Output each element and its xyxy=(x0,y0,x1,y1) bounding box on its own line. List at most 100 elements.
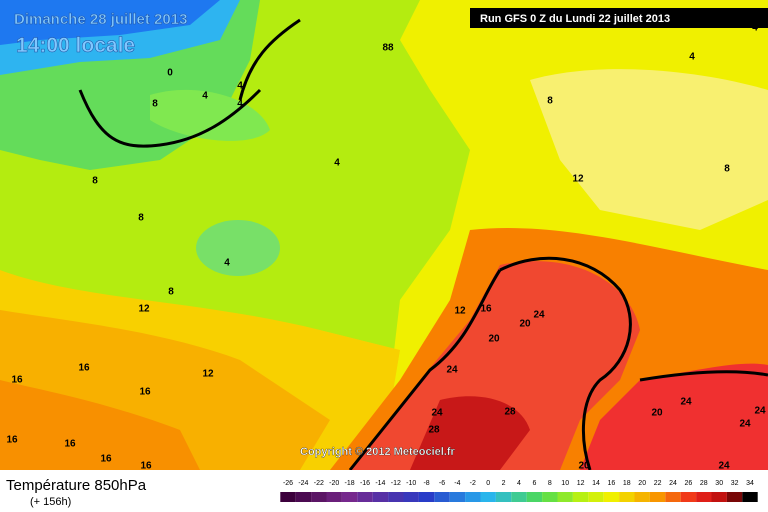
contour-label: 4 xyxy=(237,81,243,92)
legend-label: -10 xyxy=(406,480,416,487)
contour-label: 16 xyxy=(139,387,151,398)
legend-swatch xyxy=(526,492,543,502)
zone-green xyxy=(196,220,280,276)
contour-label: 8 xyxy=(547,96,553,107)
color-legend: -26 -24 -22 -20 -18 -16 -14 -12 -10 -8 -6 -4 -2 0 2 4 6 8… xyxy=(280,480,758,502)
legend-swatch xyxy=(696,492,712,502)
legend-swatch xyxy=(649,492,666,502)
legend-swatch xyxy=(326,492,342,502)
legend-label: -4 xyxy=(454,480,460,487)
contour-label: 8 xyxy=(138,213,144,224)
contour-label: 20 xyxy=(651,408,663,419)
legend-label: 32 xyxy=(731,480,739,487)
zone-red xyxy=(350,261,640,470)
legend-swatch xyxy=(634,492,650,502)
legend-swatch xyxy=(280,492,296,502)
contour-label: 8 xyxy=(152,99,158,110)
valid-time: 14:00 locale xyxy=(16,34,135,57)
legend-label: 0 xyxy=(486,480,490,487)
legend-label: 10 xyxy=(561,480,569,487)
contour-label: 28 xyxy=(504,407,516,418)
contour-label: 16 xyxy=(11,375,23,386)
contour-label: 8 xyxy=(724,164,730,175)
contour-label: 16 xyxy=(6,435,18,446)
contour-label: 16 xyxy=(140,461,152,472)
contour-label: 0 xyxy=(167,68,173,79)
zone-orange-dark xyxy=(0,380,200,470)
legend-label: -12 xyxy=(391,480,401,487)
legend-label: -18 xyxy=(345,480,355,487)
footer-title: Température 850hPa xyxy=(6,477,147,494)
contour-label: 4 xyxy=(752,23,758,34)
contour-label: 24 xyxy=(718,461,730,472)
contour-label: 12 xyxy=(454,306,466,317)
legend-swatch xyxy=(542,492,558,502)
legend-swatch xyxy=(588,492,604,502)
legend-swatch xyxy=(480,492,496,502)
footer-bg xyxy=(0,470,768,512)
contour-label: 20 xyxy=(488,334,500,345)
legend-swatch xyxy=(465,492,481,502)
legend-swatch xyxy=(495,492,512,502)
contour-label: 16 xyxy=(64,439,76,450)
legend-swatch xyxy=(726,492,743,502)
zone-dark-red xyxy=(410,396,530,470)
contour-label: 4 xyxy=(334,158,340,169)
contour-label: 24 xyxy=(431,408,443,419)
legend-label: 30 xyxy=(715,480,723,487)
legend-label: 8 xyxy=(548,480,552,487)
contour-label: 12 xyxy=(572,174,584,185)
valid-date: Dimanche 28 juillet 2013 xyxy=(14,11,187,28)
legend-label: 6 xyxy=(532,480,536,487)
legend-swatch xyxy=(403,492,419,502)
zone-green xyxy=(150,89,270,141)
legend-swatch xyxy=(665,492,681,502)
legend-swatch xyxy=(742,492,758,502)
legend-label: 16 xyxy=(608,480,616,487)
legend-label: -24 xyxy=(298,480,308,487)
legend-swatch xyxy=(680,492,697,502)
legend-label: -16 xyxy=(360,480,370,487)
legend-label: 4 xyxy=(517,480,521,487)
contour-label: 4 xyxy=(202,91,208,102)
contour-label: 16 xyxy=(100,454,112,465)
legend-label: -6 xyxy=(439,480,445,487)
contour-label: 24 xyxy=(533,310,545,321)
contour-label: 16 xyxy=(480,304,492,315)
contour-label: 8 xyxy=(92,176,98,187)
legend-label: 24 xyxy=(669,480,677,487)
contour-zero xyxy=(78,18,301,148)
legend-label: -26 xyxy=(283,480,293,487)
contour-label: 20 xyxy=(519,319,531,330)
contour-label: 28 xyxy=(428,425,440,436)
legend-label: 14 xyxy=(592,480,600,487)
contour-label: 20 xyxy=(578,461,590,472)
legend-label: 28 xyxy=(700,480,708,487)
legend-swatch xyxy=(388,492,404,502)
contour-label: 24 xyxy=(754,406,766,417)
legend-swatch xyxy=(372,492,389,502)
legend-swatch xyxy=(295,492,312,502)
legend-swatch xyxy=(619,492,635,502)
contour-label: 4 xyxy=(224,258,230,269)
legend-swatch xyxy=(711,492,727,502)
contour-twenty xyxy=(348,256,768,471)
contour-label: 12 xyxy=(202,369,214,380)
legend-label: -22 xyxy=(314,480,324,487)
legend-label: -20 xyxy=(329,480,339,487)
legend-label: -8 xyxy=(423,480,429,487)
zone-blue xyxy=(0,0,220,45)
zone-pale xyxy=(530,69,768,230)
legend-swatch xyxy=(603,492,620,502)
legend-swatch xyxy=(572,492,589,502)
legend-label: 20 xyxy=(638,480,646,487)
legend-label: 12 xyxy=(577,480,585,487)
legend-swatch xyxy=(311,492,327,502)
run-bar xyxy=(470,8,768,28)
legend-swatch xyxy=(341,492,358,502)
legend-label: -14 xyxy=(375,480,385,487)
legend-label: 22 xyxy=(654,480,662,487)
legend-swatch xyxy=(449,492,466,502)
run-info: Run GFS 0 Z du Lundi 22 juillet 2013 xyxy=(480,13,670,25)
